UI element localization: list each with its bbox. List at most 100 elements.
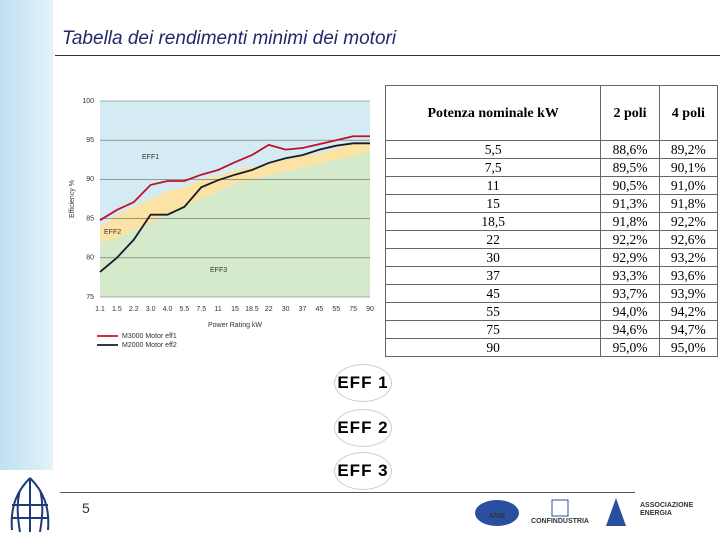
x-tick-label: 18.5	[245, 306, 259, 313]
side-strip	[0, 0, 53, 470]
table-cell: 30	[384, 248, 602, 267]
slide-title: Tabella dei rendimenti minimi dei motori	[62, 28, 397, 49]
y-tick-label: 80	[86, 255, 94, 262]
table-cell: 15	[384, 194, 602, 213]
table-row: 75 94,6% 94,7%	[384, 320, 719, 339]
table-cell: 91,0%	[658, 176, 719, 195]
table-cell: 22	[384, 230, 602, 249]
legend-label: M2000 Motor eff2	[122, 342, 177, 349]
series-line	[99, 142, 370, 273]
table-cell: 37	[384, 266, 602, 285]
y-axis-label: Efficiency %	[69, 180, 76, 218]
table-cell: 94,2%	[658, 302, 719, 321]
header-cell: Potenza nominale kW	[384, 85, 602, 141]
table-row: 15 91,3% 91,8%	[384, 194, 719, 213]
y-tick-label: 90	[86, 176, 94, 183]
x-tick-label: 11	[214, 306, 221, 313]
x-tick-label: 4.0	[163, 306, 173, 313]
table-cell: 94,6%	[600, 320, 660, 339]
table-cell: 45	[384, 284, 602, 303]
x-tick-label: 1.1	[95, 306, 105, 313]
x-tick-label: 3.0	[146, 306, 156, 313]
table-row: 5,5 88,6% 89,2%	[384, 140, 719, 159]
table-row: 22 92,2% 92,6%	[384, 230, 719, 249]
x-axis-label: Power Rating kW	[208, 322, 262, 329]
table-cell: 91,3%	[600, 194, 660, 213]
band-label: EFF2	[104, 229, 121, 236]
table-row: 7,5 89,5% 90,1%	[384, 158, 719, 177]
logo-energia	[606, 498, 626, 526]
table-cell: 5,5	[384, 140, 602, 159]
logo-confindustria	[551, 499, 569, 517]
table-cell: 93,2%	[658, 248, 719, 267]
x-tick-label: 5.5	[180, 306, 190, 313]
table-cell: 88,6%	[600, 140, 660, 159]
x-tick-label: 75	[349, 306, 357, 313]
page-number: 5	[82, 500, 90, 516]
logo-left	[10, 477, 50, 533]
table-row: 55 94,0% 94,2%	[384, 302, 719, 321]
table-cell: 89,5%	[600, 158, 660, 177]
table-row: 30 92,9% 93,2%	[384, 248, 719, 267]
table-cell: 89,2%	[658, 140, 719, 159]
table-cell: 75	[384, 320, 602, 339]
footer-rule	[60, 492, 635, 493]
table-row: 11 90,5% 91,0%	[384, 176, 719, 195]
table-cell: 93,6%	[658, 266, 719, 285]
table-cell: 55	[384, 302, 602, 321]
table-cell: 90	[384, 338, 602, 357]
table-cell: 11	[384, 176, 602, 195]
logo-text: ENERGIA	[640, 510, 672, 517]
table-cell: 93,7%	[600, 284, 660, 303]
x-tick-label: 1.5	[112, 306, 122, 313]
y-tick-label: 75	[86, 294, 94, 301]
badge: EFF 1	[334, 364, 392, 402]
table-cell: 94,7%	[658, 320, 719, 339]
table-cell: 94,0%	[600, 302, 660, 321]
header-row: Potenza nominale kW 2 poli 4 poli	[384, 85, 719, 141]
table-cell: 95,0%	[658, 338, 719, 357]
table-cell: 91,8%	[658, 194, 719, 213]
table-cell: 90,1%	[658, 158, 719, 177]
band-area	[100, 151, 370, 297]
series-line	[99, 135, 370, 221]
table-cell: 93,3%	[600, 266, 660, 285]
y-tick-label: 100	[82, 98, 94, 105]
band-label: EFF3	[210, 267, 227, 274]
x-tick-label: 55	[332, 306, 340, 313]
table-cell: 18,5	[384, 212, 602, 231]
table-cell: 92,9%	[600, 248, 660, 267]
x-tick-label: 45	[315, 306, 323, 313]
legend-label: M3000 Motor eff1	[122, 333, 177, 340]
logo-anie	[475, 500, 519, 526]
table-row: 37 93,3% 93,6%	[384, 266, 719, 285]
x-tick-label: 30	[282, 306, 290, 313]
y-tick-label: 95	[86, 137, 94, 144]
logo-text: CONFINDUSTRIA	[531, 518, 589, 525]
table-cell: 7,5	[384, 158, 602, 177]
badge: EFF 3	[334, 452, 392, 490]
badge: EFF 2	[334, 409, 392, 447]
table-cell: 91,8%	[600, 212, 660, 231]
table-row: 18,5 91,8% 92,2%	[384, 212, 719, 231]
efficiency-table: Potenza nominale kW 2 poli 4 poli 5,5 88,6% 8…	[384, 85, 719, 357]
table-cell: 90,5%	[600, 176, 660, 195]
table-row: 90 95,0% 95,0%	[384, 338, 719, 357]
table-row: 45 93,7% 93,9%	[384, 284, 719, 303]
table-cell: 95,0%	[600, 338, 660, 357]
title-rule	[55, 55, 720, 56]
x-tick-label: 15	[231, 306, 239, 313]
x-tick-label: 7.5	[196, 306, 206, 313]
header-cell: 2 poli	[600, 85, 660, 141]
table-cell: 92,6%	[658, 230, 719, 249]
x-tick-label: 37	[299, 306, 307, 313]
table-cell: 92,2%	[600, 230, 660, 249]
x-tick-label: 2.2	[129, 306, 139, 313]
table-cell: 93,9%	[658, 284, 719, 303]
y-tick-label: 85	[86, 215, 94, 222]
band-label: EFF1	[142, 154, 159, 161]
x-tick-label: 22	[265, 306, 273, 313]
logo-text: ASSOCIAZIONE	[640, 502, 694, 509]
